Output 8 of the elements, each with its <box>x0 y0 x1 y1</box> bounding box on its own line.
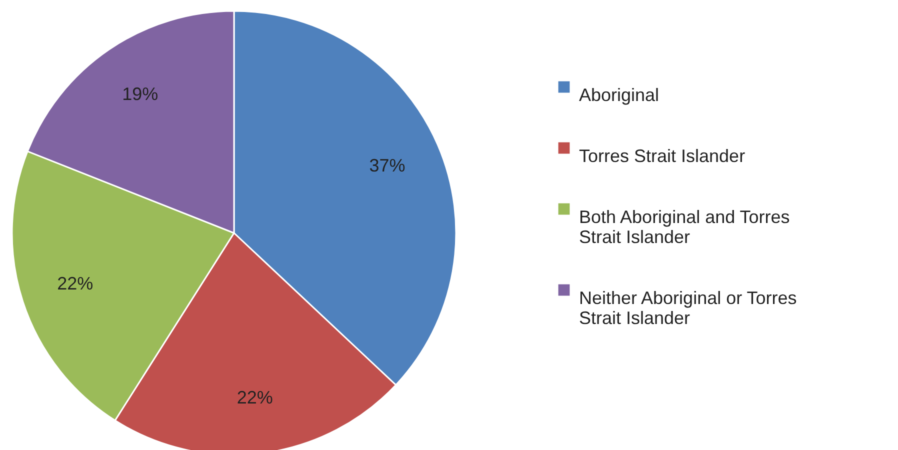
legend-label: Neither Aboriginal or Torres Strait Islander <box>579 288 797 328</box>
data-label: 22% <box>57 274 94 294</box>
legend-label: Torres Strait Islander <box>579 146 746 166</box>
legend-label: Both Aboriginal and Torres Strait Islander <box>579 207 790 247</box>
data-label: 22% <box>236 388 273 408</box>
data-label: 37% <box>369 156 406 176</box>
data-label: 19% <box>122 84 158 104</box>
legend-label: Aboriginal <box>579 85 660 105</box>
